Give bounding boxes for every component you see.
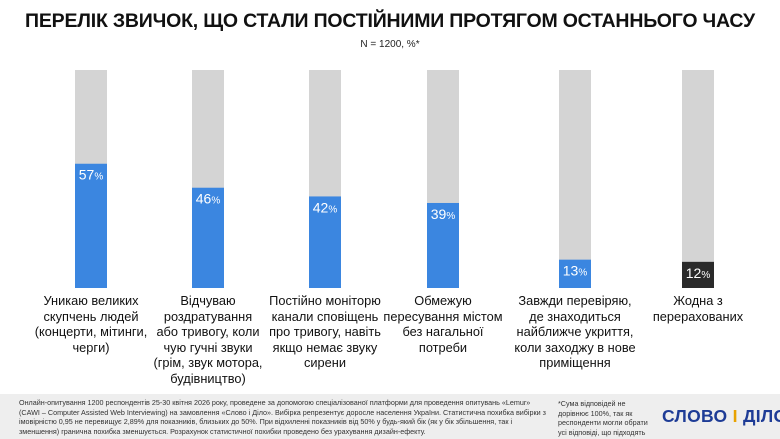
category-label-line: найближче укриття, bbox=[516, 324, 634, 340]
category-label-line: потреби bbox=[418, 339, 468, 355]
category-label: Відчуваю роздратування або тривогу, коли чу… bbox=[147, 293, 269, 387]
bar-chart: 57% 46% 42% 39% 13% 12% bbox=[75, 70, 714, 288]
category-label-line: коли заходжу в нове bbox=[514, 339, 636, 355]
bar-value-label: 12% bbox=[686, 265, 711, 281]
category-label-line: Уникаю великих bbox=[43, 293, 139, 308]
category-label-line: про тривогу, навіть bbox=[269, 324, 381, 340]
bar bbox=[427, 202, 459, 288]
category-label-line: сирени bbox=[304, 355, 346, 371]
category-label-line: роздратування bbox=[163, 308, 253, 324]
bar-group: 42% bbox=[309, 70, 341, 288]
category-label: Постійно моніторю канали сповіщень про три… bbox=[264, 293, 386, 371]
bar bbox=[309, 196, 341, 288]
category-label-line: (грім, звук мотора, bbox=[153, 355, 263, 371]
category-label-line: Жодна з bbox=[673, 293, 723, 308]
category-label-line: де знаходиться bbox=[529, 308, 621, 324]
bar-group: 13% bbox=[559, 70, 591, 288]
bar bbox=[682, 261, 714, 288]
category-label: Завжди перевіряю, де знаходиться найближче… bbox=[514, 293, 636, 371]
chart-subtitle: N = 1200, %* bbox=[360, 39, 420, 50]
bar-value-label: 39% bbox=[431, 206, 456, 222]
category-label-line: Обмежую bbox=[414, 293, 472, 308]
category-label: Обмежую пересування містом без нагальної по… bbox=[382, 293, 504, 355]
bar-group: 12% bbox=[682, 70, 714, 288]
methodology-note: Онлайн-опитування 1200 респондентів 25-3… bbox=[19, 398, 546, 436]
category-label-line: або тривогу, коли bbox=[156, 324, 260, 340]
chart-title: ПЕРЕЛІК ЗВИЧОК, ЩО СТАЛИ ПОСТІЙНИМИ ПРОТ… bbox=[25, 10, 755, 32]
bar bbox=[75, 163, 107, 288]
bar-group: 57% bbox=[75, 70, 107, 288]
category-label-line: скупчень людей bbox=[43, 308, 139, 324]
brand-logo: СЛОВО І ДІЛО bbox=[662, 406, 780, 427]
category-label-line: чую гучні звуки bbox=[163, 339, 253, 355]
category-label: Жодна з перерахованих bbox=[637, 293, 759, 324]
category-label-line: канали сповіщень bbox=[271, 308, 379, 324]
category-label-line: (концерти, мітинги, bbox=[34, 324, 148, 340]
category-label-line: Постійно моніторю bbox=[269, 293, 381, 308]
logo-word-right: ДІЛО bbox=[742, 406, 780, 426]
bar-value-label: 46% bbox=[196, 191, 221, 207]
category-label-line: Відчуваю bbox=[180, 293, 236, 308]
asterisk-note: *Сума відповідей не дорівнює 100%, так я… bbox=[558, 399, 648, 437]
bar-group: 39% bbox=[427, 70, 459, 288]
logo-conjunction: І bbox=[732, 406, 738, 426]
bar-value-label: 42% bbox=[313, 199, 338, 215]
category-label-line: якщо немає звуку bbox=[272, 339, 378, 355]
bar bbox=[192, 187, 224, 288]
bar-track bbox=[682, 70, 714, 288]
bar bbox=[559, 259, 591, 288]
logo-word-left: СЛОВО bbox=[662, 406, 728, 426]
category-label-line: перерахованих bbox=[652, 308, 744, 324]
bar-value-label: 13% bbox=[563, 263, 588, 279]
category-label-line: приміщення bbox=[539, 355, 611, 371]
category-label: Уникаю великих скупчень людей (концерти, м… bbox=[30, 293, 152, 355]
footer-panel bbox=[0, 394, 780, 439]
category-label-line: будівництво) bbox=[170, 370, 246, 386]
category-label-line: без нагальної bbox=[402, 324, 484, 340]
category-label-line: пересування містом bbox=[383, 308, 503, 324]
category-label-line: черги) bbox=[72, 339, 110, 355]
bar-group: 46% bbox=[192, 70, 224, 288]
bar-value-label: 57% bbox=[79, 167, 104, 183]
bar-track bbox=[559, 70, 591, 288]
category-label-line: Завжди перевіряю, bbox=[518, 293, 632, 308]
